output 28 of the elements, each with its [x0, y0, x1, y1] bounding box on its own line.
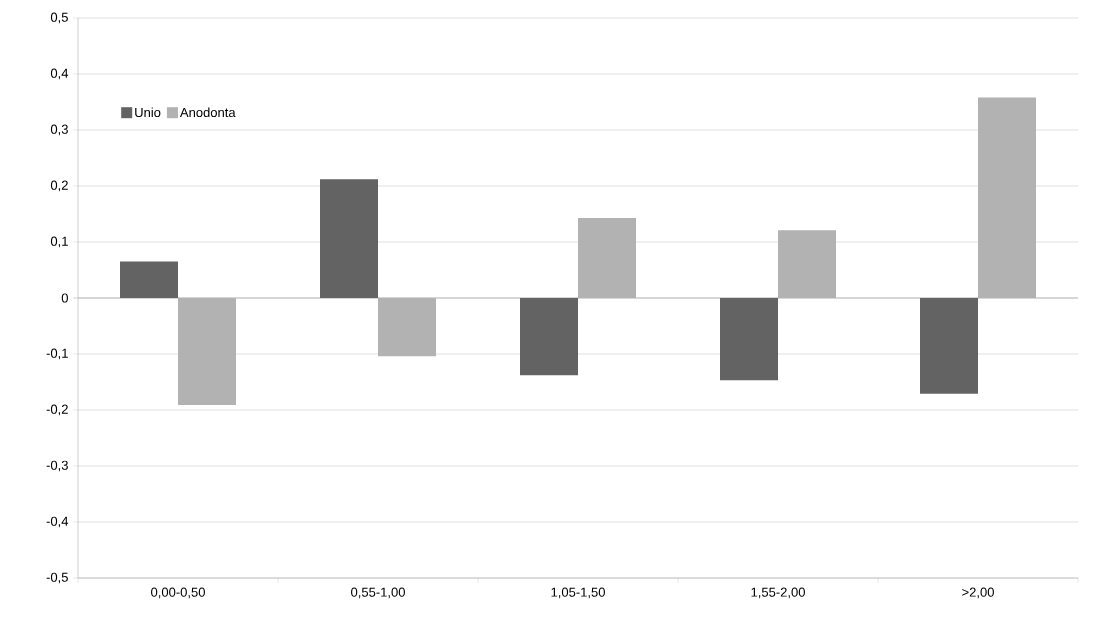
bar	[578, 217, 637, 298]
x-tick-label: 1,55-2,00	[751, 587, 805, 599]
x-tick-label: 1,05-1,50	[551, 587, 605, 599]
x-tick-label: 0,00-0,50	[151, 587, 205, 599]
bar	[720, 298, 778, 381]
y-tick-label: 0,4	[50, 68, 69, 80]
x-tick-label: 0,55-1,00	[351, 587, 405, 599]
y-tick-label: 0,3	[50, 124, 68, 136]
y-tick-label: 0,2	[50, 180, 68, 192]
y-tick-label: -0,1	[46, 348, 68, 360]
legend-label: Unio	[135, 107, 161, 118]
legend-label: Anodonta	[179, 107, 236, 118]
bar	[920, 298, 979, 394]
y-tick-label: -0,5	[46, 572, 68, 584]
y-tick-label: 0	[61, 293, 68, 303]
bar	[120, 261, 179, 298]
bar	[320, 179, 379, 298]
y-tick-label: -0,4	[46, 516, 69, 528]
bar	[778, 230, 837, 298]
y-tick-label: 0,1	[50, 236, 68, 248]
bar	[520, 298, 579, 376]
y-tick-label: -0,2	[46, 404, 68, 416]
bar	[378, 298, 437, 357]
x-tick-label: >2,00	[962, 587, 994, 599]
y-tick-label: -0,3	[46, 460, 68, 472]
bar	[178, 298, 237, 405]
y-tick-label: 0,5	[50, 12, 68, 24]
bar	[978, 97, 1036, 298]
